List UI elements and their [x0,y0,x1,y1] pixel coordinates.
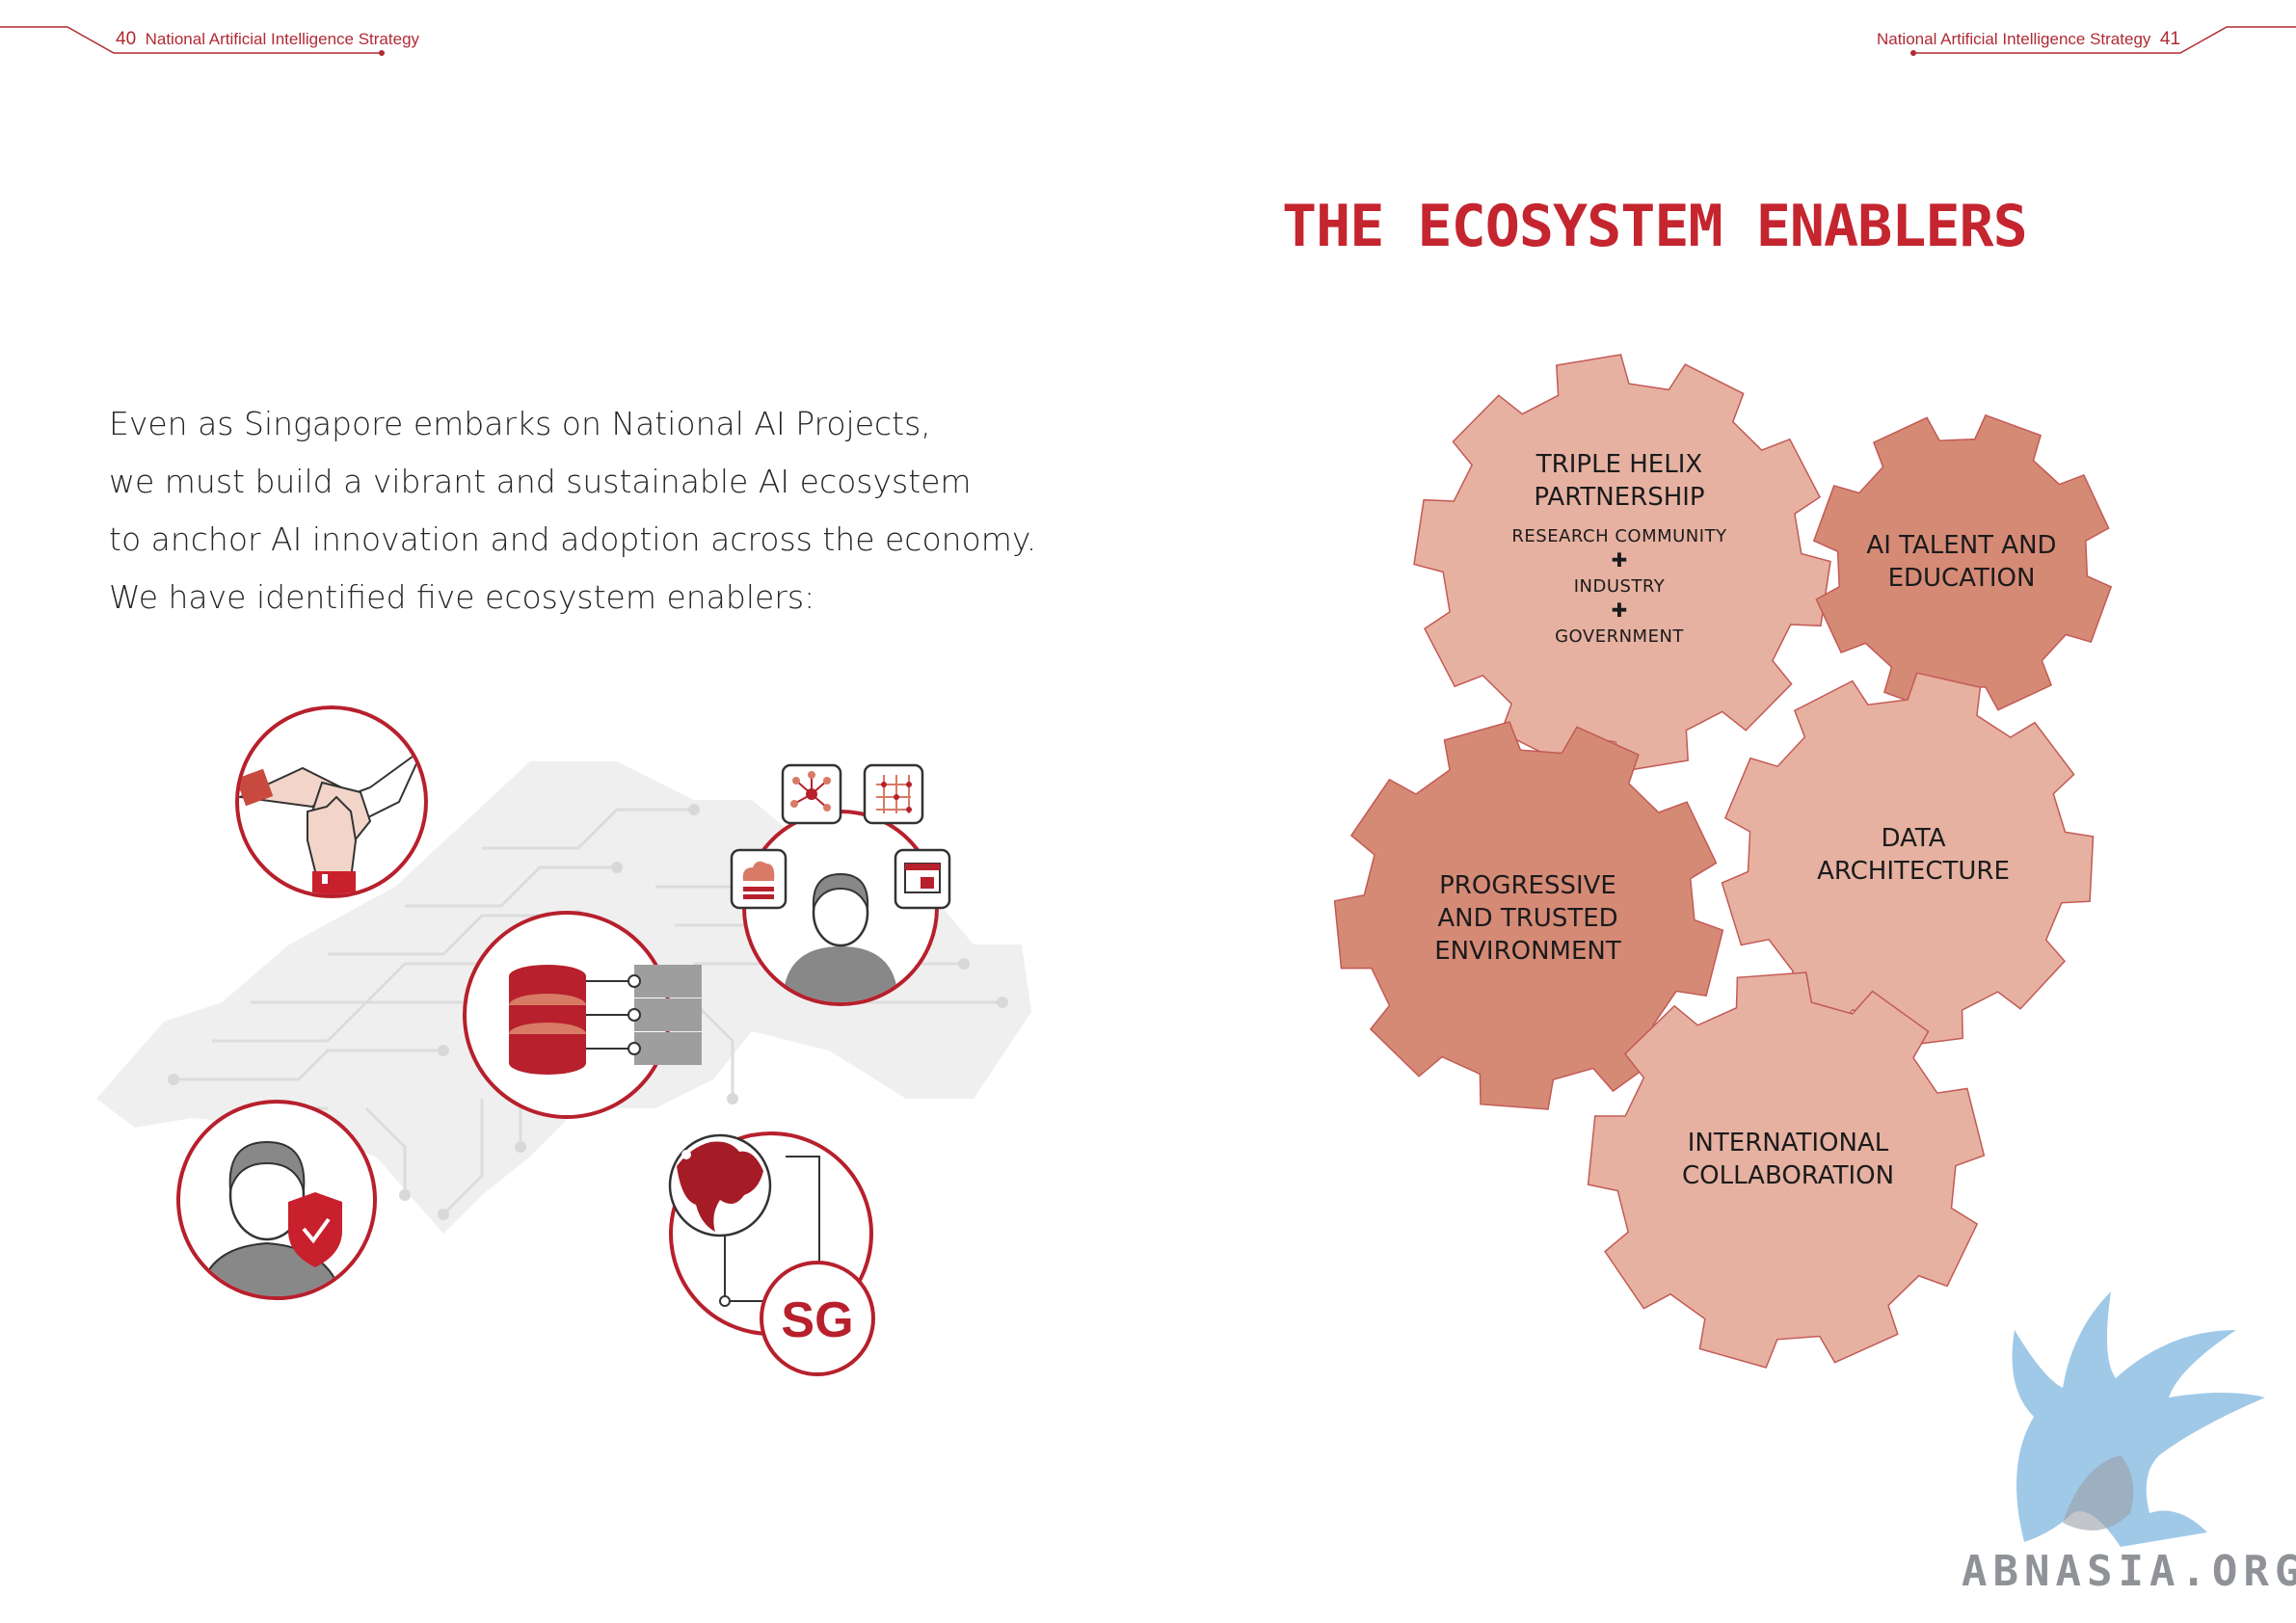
right-page-number: 41 [2159,29,2180,49]
gear-progressive [1333,721,1724,1110]
ai-talent-line2: EDUCATION [1887,564,2036,593]
page-title: THE ECOSYSTEM ENABLERS [1282,193,2028,260]
watermark-text: ABNASIA.ORG [1962,1547,2296,1596]
triple-helix-title-2: PARTNERSHIP [1534,483,1705,512]
sg-badge-label: SG [781,1292,853,1348]
data-architecture-line1: DATA [1881,824,1946,853]
left-page-header: 40 National Artificial Intelligence Stra… [116,29,419,50]
teamwork-hands-icon [235,705,428,898]
triple-helix-item-government: GOVERNMENT [1555,626,1684,647]
gear-triple-helix [1413,354,1831,772]
data-protection-person-icon [176,1100,377,1300]
plus-icon: ✚ [1611,599,1628,622]
international-line1: INTERNATIONAL [1687,1129,1889,1157]
ecosystem-illustration: SG [96,705,1031,1376]
gear-label-international: INTERNATIONAL COLLABORATION [1639,1127,1937,1192]
gear-label-ai-talent: AI TALENT AND EDUCATION [1812,529,2111,595]
international-line2: COLLABORATION [1681,1161,1895,1190]
gear-ai-talent [1812,413,2113,714]
network-bubble-icon [781,763,842,825]
gear-data-architecture [1721,672,2095,1048]
globe-icon [668,1133,772,1237]
right-running-title: National Artificial Intelligence Strateg… [1876,30,2151,48]
left-running-title: National Artificial Intelligence Strateg… [145,30,420,48]
grid-bubble-icon [863,763,924,825]
gear-label-progressive: PROGRESSIVE AND TRUSTED ENVIRONMENT [1378,869,1677,968]
secure-window-bubble-icon [894,848,951,910]
intro-line: to anchor AI innovation and adoption acr… [109,520,1037,558]
header-rules [0,26,2296,56]
ai-user-icon [730,763,951,1006]
progressive-line1: PROGRESSIVE [1439,871,1616,900]
triple-helix-item-industry: INDUSTRY [1573,576,1666,597]
griffin-logo-icon [2012,1291,2265,1547]
singapore-badge-icon: SG [760,1261,875,1376]
shield-icon [288,1192,342,1267]
global-connection-icon: SG [668,1131,875,1376]
page-title-text: THE ECOSYSTEM ENABLERS [1282,193,2028,260]
intro-line: We have identified five ecosystem enable… [109,578,815,616]
left-page-number: 40 [116,29,137,49]
gear-label-data-architecture: DATA ARCHITECTURE [1764,822,2063,888]
database-icon [463,911,702,1119]
plus-icon: ✚ [1611,548,1628,572]
data-architecture-line2: ARCHITECTURE [1817,857,2010,886]
progressive-line2: AND TRUSTED [1437,904,1618,933]
intro-paragraph: Even as Singapore embarks on National AI… [109,395,1121,626]
right-page-header: National Artificial Intelligence Strateg… [1877,29,2180,50]
intro-line: we must build a vibrant and sustainable … [109,463,972,500]
triple-helix-item-research: RESEARCH COMMUNITY [1511,526,1727,546]
cloud-bubble-icon [730,848,788,910]
intro-line: Even as Singapore embarks on National AI… [109,405,931,442]
ai-talent-line1: AI TALENT AND [1866,531,2057,560]
gear-international [1587,971,1986,1369]
gear-label-triple-helix: TRIPLE HELIX PARTNERSHIP RESEARCH COMMUN… [1427,448,1812,651]
triple-helix-title: TRIPLE HELIX [1535,450,1703,479]
progressive-line3: ENVIRONMENT [1434,937,1621,966]
